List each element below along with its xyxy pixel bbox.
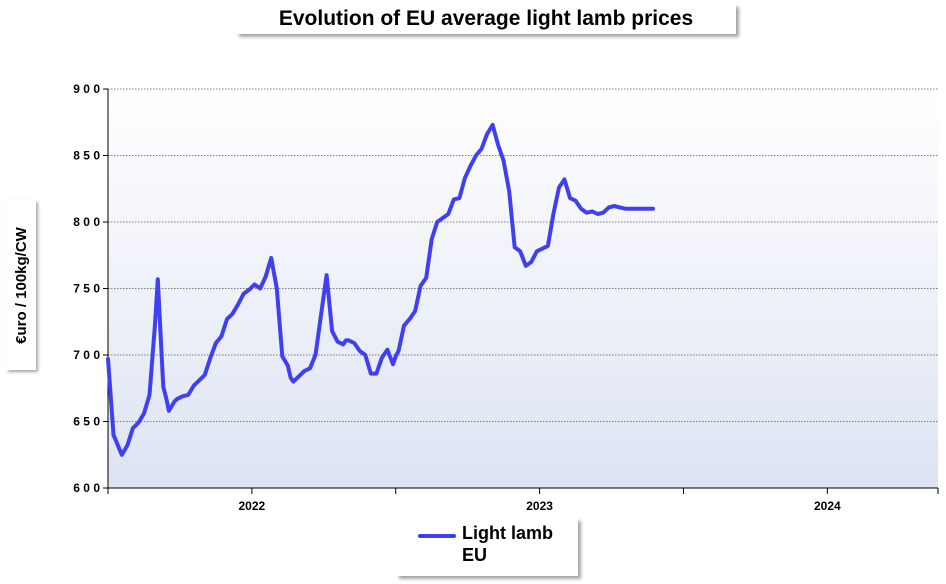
y-tick-label-850: 8 5 0 [73,149,100,163]
y-tick-label-650: 6 5 0 [73,415,100,429]
x-tick-labels: 2022 2023 2024 [107,488,939,513]
legend-swatch [418,534,456,538]
legend: Light lamb EU [396,518,578,576]
y-tick-label-750: 7 5 0 [73,282,100,296]
y-tick-labels: 9 0 0 8 5 0 8 0 0 7 5 0 7 0 0 6 5 0 6 0 0 [73,82,108,495]
y-axis-label-box: €uro / 100kg/CW [6,200,36,370]
x-tick-label-2023: 2023 [526,499,553,513]
series-group [106,122,655,457]
chart-title: Evolution of EU average light lamb price… [278,7,694,30]
y-tick-label-800: 8 0 0 [73,215,100,229]
gridlines [108,88,938,422]
series-line-0 [106,122,655,457]
y-tick-label-700: 7 0 0 [73,348,100,362]
y-tick-label-600: 6 0 0 [73,481,100,495]
x-tick-label-2022: 2022 [239,499,266,513]
y-tick-label-900: 9 0 0 [73,82,100,96]
legend-label: Light lamb EU [462,523,553,565]
x-tick-label-2024: 2024 [814,499,841,513]
chart-title-box: Evolution of EU average light lamb price… [236,4,736,34]
